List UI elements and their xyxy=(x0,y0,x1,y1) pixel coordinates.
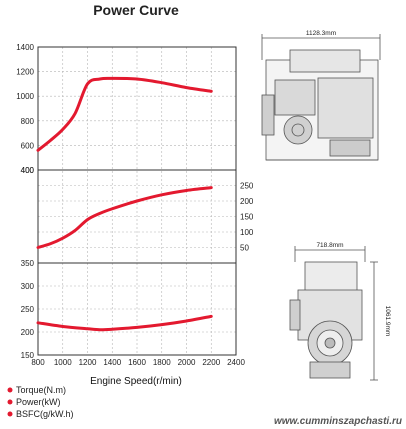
ticks-layer: 800 1000 1200 1400 1600 1800 2000 2200 2400 400 60… xyxy=(16,43,254,367)
engine-side-view-drawing xyxy=(261,34,381,161)
watermark: www.cumminszapchasti.ru xyxy=(274,416,402,427)
series-layer xyxy=(36,76,213,332)
x-tick-label: 1400 xyxy=(103,358,121,367)
y-tick-label-left: 200 xyxy=(21,328,35,337)
y-tick-label-right: 150 xyxy=(240,213,254,222)
series-line-bsfc xyxy=(36,314,213,332)
y-tick-label-right: 100 xyxy=(240,228,254,237)
front-height-dimension: 1061.9mm xyxy=(384,306,391,337)
y-tick-label-right: 200 xyxy=(240,197,254,206)
x-tick-label: 1600 xyxy=(128,358,146,367)
legend-label: Torque(N.m) xyxy=(16,385,66,395)
legend: Torque(N.m) Power(kW) BSFC(g/kW.h) xyxy=(7,385,74,419)
series-line-power xyxy=(36,186,213,249)
y-tick-label-left: 1200 xyxy=(16,68,34,77)
chart-title: Power Curve xyxy=(93,2,179,18)
y-tick-label-left: 300 xyxy=(21,282,35,291)
y-tick-label-left: 350 xyxy=(21,259,35,268)
y-tick-label-left: 1400 xyxy=(16,43,34,52)
x-tick-label: 2000 xyxy=(178,358,196,367)
legend-marker xyxy=(7,411,13,417)
front-width-dimension: 718.8mm xyxy=(316,242,343,249)
y-tick-label-left: 400 xyxy=(21,166,35,175)
x-tick-label: 1000 xyxy=(54,358,72,367)
y-tick-label-left: 250 xyxy=(21,305,35,314)
y-tick-label-left: 400 xyxy=(21,166,35,175)
side-width-dimension: 1128.3mm xyxy=(306,30,336,37)
legend-marker xyxy=(7,399,13,405)
y-tick-label-left: 600 xyxy=(21,141,35,150)
x-tick-label: 2400 xyxy=(227,358,245,367)
legend-label: Power(kW) xyxy=(16,397,61,407)
series-line-torque xyxy=(36,76,213,152)
y-tick-label-right: 50 xyxy=(240,244,249,253)
axes-layer xyxy=(37,46,237,356)
x-tick-label: 800 xyxy=(31,358,45,367)
legend-marker xyxy=(7,387,13,393)
x-tick-label: 1200 xyxy=(79,358,97,367)
x-axis-label: Engine Speed(r/min) xyxy=(90,376,182,387)
engine-front-view-drawing xyxy=(289,246,378,381)
y-tick-label-left: 150 xyxy=(21,351,35,360)
y-tick-label-left: 1000 xyxy=(16,92,34,101)
x-tick-label: 1800 xyxy=(153,358,171,367)
y-tick-label-left: 800 xyxy=(21,117,35,126)
y-tick-label-right: 250 xyxy=(240,182,254,191)
legend-label: BSFC(g/kW.h) xyxy=(16,409,74,419)
x-tick-label: 2200 xyxy=(202,358,220,367)
